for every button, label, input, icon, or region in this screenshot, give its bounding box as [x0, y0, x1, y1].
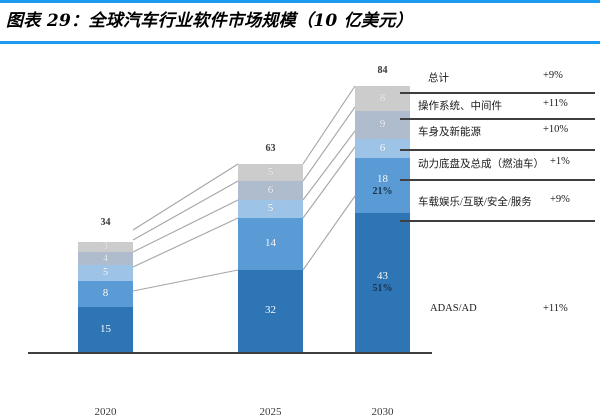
segment-value: 5 — [267, 165, 274, 178]
bar-group-2025[interactable]: 63 5 6 5 14 32 2025 — [238, 96, 303, 418]
legend-divider — [400, 92, 595, 94]
segment-share: 51% — [372, 282, 393, 294]
segment-value: 32 — [265, 304, 276, 317]
segment-value: 15 — [100, 322, 111, 335]
legend-row-powertrain-chassis[interactable]: 动力底盘及总成（燃油车） +1% — [400, 156, 600, 178]
x-tick-label-2030: 2030 — [371, 406, 394, 418]
bar-segment-2020-os-middleware[interactable]: 3 — [78, 242, 133, 252]
bar-segment-2025-adas-ad[interactable]: 32 — [238, 270, 303, 352]
segment-value: 5 — [103, 266, 108, 278]
bar-segment-2025-os-middleware[interactable]: 5 — [238, 164, 303, 181]
legend-row-body-nev[interactable]: 车身及新能源 +10% — [400, 124, 600, 146]
legend-label: 操作系统、中间件 — [418, 101, 502, 112]
legend-row-total[interactable]: 总计 +9% — [400, 70, 600, 94]
segment-value: 6 — [379, 141, 386, 154]
bar-segment-2030-infotainment[interactable]: 18 21% — [355, 158, 410, 213]
bar-segment-2025-powertrain-chassis[interactable]: 5 — [238, 200, 303, 218]
legend-row-os-middleware[interactable]: 操作系统、中间件 +11% — [400, 98, 600, 120]
segment-value: 5 — [267, 202, 274, 215]
legend-row-infotainment[interactable]: 车载娱乐/互联/安全/服务 +9% — [400, 194, 600, 216]
legend-divider — [400, 220, 595, 222]
legend-divider — [400, 118, 595, 120]
bar-segment-2020-adas-ad[interactable]: 15 — [78, 307, 133, 352]
x-axis-baseline — [28, 352, 432, 354]
segment-value: 18 — [377, 173, 388, 186]
segment-value: 6 — [267, 183, 274, 196]
segment-value: 14 — [265, 237, 276, 250]
bar-segment-2020-infotainment[interactable]: 8 — [78, 281, 133, 307]
bar-segment-2025-infotainment[interactable]: 14 — [238, 218, 303, 270]
legend-label: 车载娱乐/互联/安全/服务 — [418, 197, 532, 208]
segment-value: 9 — [379, 118, 386, 131]
legend-growth: +11% — [543, 303, 568, 314]
legend-label: 车身及新能源 — [418, 127, 481, 138]
x-tick-label-2025: 2025 — [259, 406, 282, 418]
segment-value: 8 — [102, 287, 109, 300]
legend-growth: +9% — [543, 70, 563, 81]
segment-share: 21% — [372, 185, 393, 197]
x-tick-label-2020: 2020 — [94, 406, 117, 418]
bar-total-2025: 63 — [265, 143, 276, 154]
bar-segment-2030-os-middleware[interactable]: 8 — [355, 86, 410, 111]
segment-value: 8 — [379, 91, 386, 104]
segment-value: 43 — [377, 270, 388, 283]
chart-title-block: 图表 29：全球汽车行业软件市场规模（10 亿美元） — [0, 0, 600, 48]
title-rule-top — [0, 0, 600, 3]
bar-segment-2030-adas-ad[interactable]: 43 51% — [355, 213, 410, 352]
legend-label: ADAS/AD — [430, 303, 477, 314]
legend-growth: +1% — [550, 156, 570, 167]
bar-group-2020[interactable]: 34 3 4 5 8 15 2020 — [78, 96, 133, 418]
legend-label: 总计 — [428, 73, 449, 84]
segment-value: 4 — [103, 252, 108, 263]
bar-stack-2025: 5 6 5 14 32 — [238, 164, 303, 352]
legend-divider — [400, 179, 595, 181]
bar-segment-2030-powertrain-chassis[interactable]: 6 — [355, 139, 410, 158]
bar-segment-2030-body-nev[interactable]: 9 — [355, 111, 410, 139]
legend-growth: +11% — [543, 98, 568, 109]
bar-total-2030: 84 — [377, 65, 388, 76]
bar-total-2020: 34 — [100, 217, 111, 228]
legend-divider — [400, 149, 595, 151]
title-rule-bottom — [0, 41, 600, 44]
legend-growth: +9% — [550, 194, 570, 205]
segment-value: 3 — [103, 242, 108, 252]
bar-segment-2025-body-nev[interactable]: 6 — [238, 181, 303, 200]
bar-group-2030[interactable]: 84 8 9 6 18 21% 43 51% 2030 — [355, 65, 410, 418]
bar-stack-2030: 8 9 6 18 21% 43 51% — [355, 86, 410, 352]
legend-row-adas-ad[interactable]: ADAS/AD +11% — [400, 303, 600, 325]
legend-label: 动力底盘及总成（燃油车） — [418, 159, 544, 170]
legend-growth: +10% — [543, 124, 569, 135]
bar-segment-2020-powertrain-chassis[interactable]: 5 — [78, 265, 133, 281]
bar-stack-2020: 3 4 5 8 15 — [78, 242, 133, 352]
bar-segment-2020-body-nev[interactable]: 4 — [78, 252, 133, 265]
page-title: 图表 29：全球汽车行业软件市场规模（10 亿美元） — [6, 11, 413, 31]
legend-annotation-table: 总计 +9% 操作系统、中间件 +11% 车身及新能源 +10% 动力底盘及总成… — [400, 48, 600, 400]
